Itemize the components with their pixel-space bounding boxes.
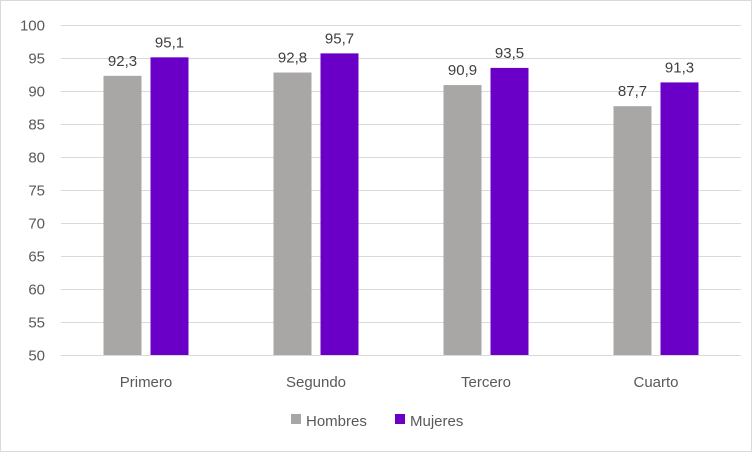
y-tick-label: 75: [28, 183, 45, 200]
data-label: 95,7: [325, 30, 354, 47]
data-label: 92,3: [108, 53, 137, 70]
x-axis: Primero Segundo Tercero Cuarto: [61, 355, 741, 391]
bar-mujeres-primero: [150, 57, 189, 356]
data-label: 92,8: [278, 50, 307, 67]
bar-hombres-primero: [103, 75, 142, 355]
data-label: 93,5: [495, 45, 524, 62]
data-labels: 92,3 95,1 92,8 95,7 90,9 93,5 87,7 91,3: [108, 30, 694, 100]
y-tick-label: 95: [28, 51, 45, 68]
bar-hombres-cuarto: [613, 106, 652, 356]
legend: Hombres Mujeres: [291, 413, 463, 430]
y-tick-label: 85: [28, 117, 45, 134]
bar-mujeres-cuarto: [660, 82, 699, 356]
y-tick-label: 80: [28, 150, 45, 167]
y-axis: 50 55 60 65 70 75 80 85 90 95 100: [20, 18, 45, 365]
y-tick-label: 65: [28, 249, 45, 266]
data-label: 95,1: [155, 34, 184, 51]
legend-label-hombres: Hombres: [306, 413, 367, 430]
x-tick-label: Segundo: [286, 374, 346, 391]
bar-mujeres-segundo: [320, 53, 359, 355]
legend-swatch-hombres: [291, 414, 301, 424]
y-tick-label: 50: [28, 348, 45, 365]
legend-swatch-mujeres: [395, 414, 405, 424]
x-tick-label: Cuarto: [633, 374, 678, 391]
bars: [103, 53, 699, 356]
data-label: 87,7: [618, 83, 647, 100]
bar-mujeres-tercero: [490, 67, 529, 356]
bar-hombres-segundo: [273, 72, 312, 356]
y-tick-label: 70: [28, 216, 45, 233]
x-tick-label: Tercero: [461, 374, 511, 391]
data-label: 91,3: [665, 59, 694, 76]
x-tick-label: Primero: [120, 374, 173, 391]
y-tick-label: 55: [28, 315, 45, 332]
y-tick-label: 90: [28, 84, 45, 101]
y-tick-label: 100: [20, 18, 45, 35]
bar-hombres-tercero: [443, 85, 482, 355]
legend-label-mujeres: Mujeres: [410, 413, 463, 430]
data-label: 90,9: [448, 62, 477, 79]
y-tick-label: 60: [28, 282, 45, 299]
